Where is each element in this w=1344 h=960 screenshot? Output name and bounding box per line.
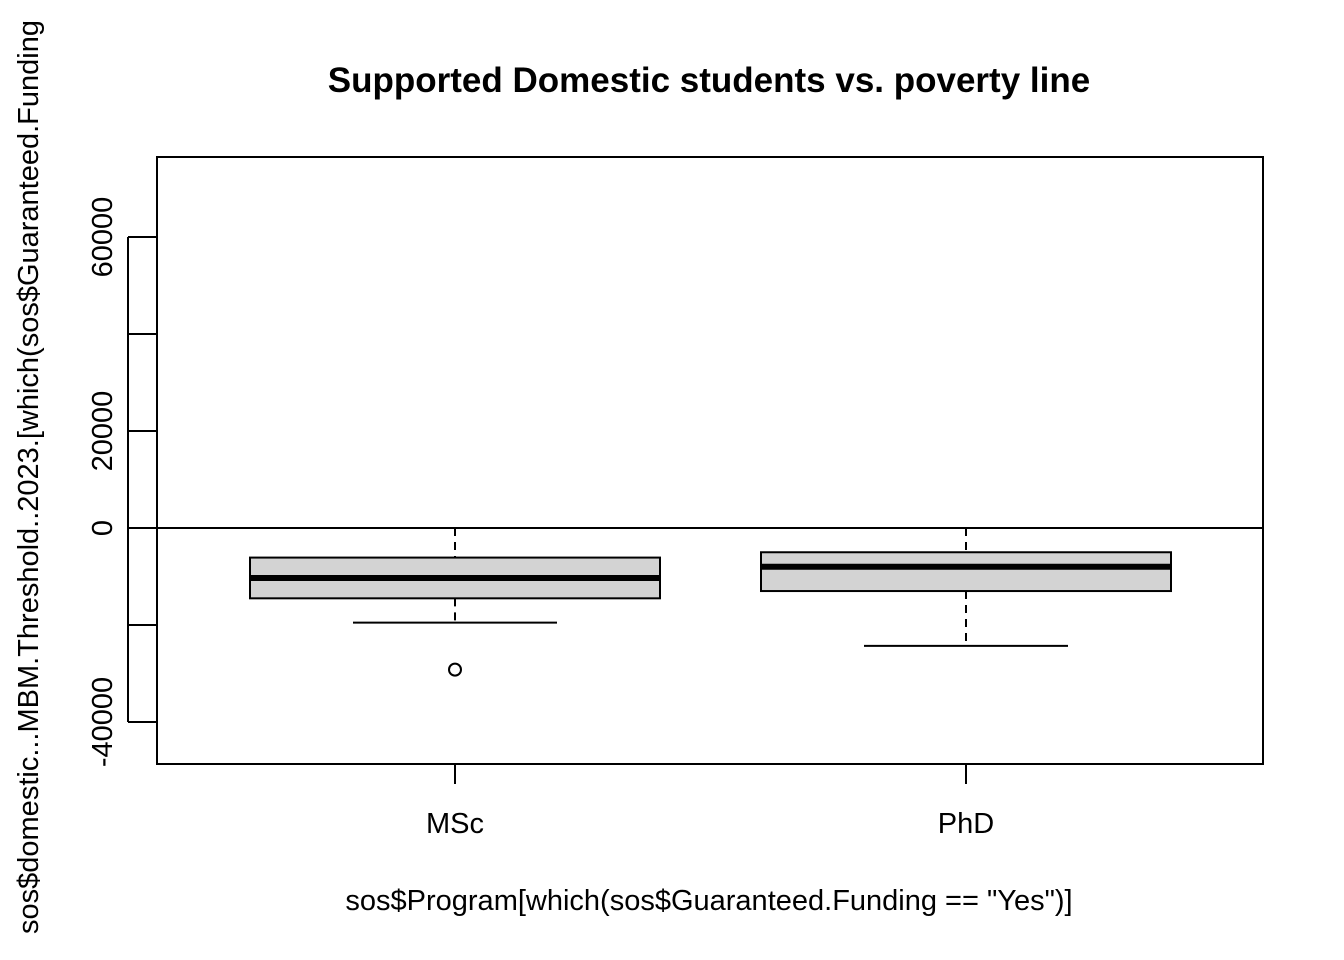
y-tick-label: 0 [87,520,119,536]
x-axis: MSc PhD [426,764,994,840]
box-phd [760,528,1172,647]
y-tick-label: 60000 [87,197,119,278]
y-tick-label: 20000 [87,391,119,472]
box-msc [249,528,661,677]
x-axis-label: sos$Program[which(sos$Guaranteed.Funding… [345,885,1072,917]
y-axis: -40000 0 20000 60000 [87,197,157,767]
box-group [249,528,1172,677]
iqr-box [760,551,1172,593]
x-tick-label: MSc [426,808,484,840]
plot-area-frame [156,156,1264,765]
y-tick-label: -40000 [87,677,119,767]
chart-title: Supported Domestic students vs. poverty … [328,61,1090,100]
x-tick-label: PhD [938,808,994,840]
outlier-point [448,662,462,677]
y-axis-label: sos$domestic...MBM.Threshold..2023.[whic… [13,20,45,934]
